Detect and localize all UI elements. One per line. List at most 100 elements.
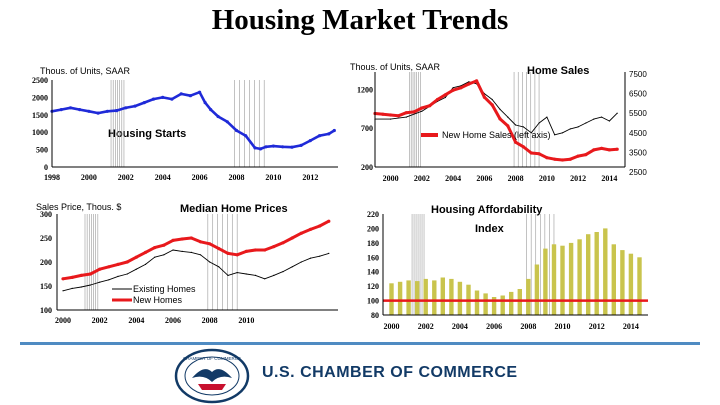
data-point [521, 145, 525, 149]
bar [611, 244, 616, 315]
data-point [134, 255, 138, 259]
series-line-red [62, 219, 330, 281]
series-line-black [62, 249, 329, 292]
x-tick-label: 2006 [192, 173, 208, 182]
x-tick-label: 2010 [555, 322, 571, 331]
bar [415, 281, 420, 315]
data-point [404, 111, 408, 115]
unit-label: Thous. of Units, SAAR [350, 62, 441, 72]
data-point [62, 290, 64, 292]
data-point [592, 148, 596, 152]
unit-label: Sales Price, Thous. $ [36, 202, 121, 212]
y-tick-label: 80 [371, 311, 379, 320]
data-point [615, 147, 619, 151]
data-point [482, 95, 486, 99]
data-point [172, 249, 174, 251]
data-point [125, 260, 129, 264]
bar [517, 289, 522, 315]
data-point [170, 97, 174, 101]
bar [440, 277, 445, 315]
data-point [475, 79, 479, 83]
data-point [144, 263, 147, 265]
data-point [198, 240, 203, 244]
data-point [498, 117, 502, 121]
data-point [299, 231, 303, 235]
x-tick-label: 2008 [202, 316, 218, 325]
data-point [143, 250, 148, 254]
data-point [318, 224, 322, 228]
x-tick-label: 2006 [476, 174, 492, 183]
data-point [68, 106, 73, 110]
x-tick-label: 2014 [623, 322, 639, 331]
y-tick-label: 3500 [629, 148, 647, 157]
x-tick-label: 2002 [92, 316, 108, 325]
data-point [78, 108, 82, 112]
data-point [163, 254, 165, 256]
series-line-black [375, 81, 618, 136]
chamber-seal-logo: CHAMBER OF COMMERCE [174, 348, 250, 404]
bar [603, 228, 608, 315]
y-tick-label: 120 [367, 282, 379, 291]
data-point [235, 253, 239, 257]
data-point [308, 139, 312, 143]
x-tick-label: 2002 [418, 322, 434, 331]
data-point [560, 158, 565, 162]
unit-label: Thous. of Units, SAAR [40, 66, 131, 76]
x-tick-label: 2010 [238, 316, 254, 325]
bar [397, 281, 403, 315]
bar [637, 257, 642, 315]
data-point [161, 95, 165, 99]
bar [483, 293, 488, 315]
bar [491, 297, 497, 315]
data-point [59, 108, 63, 112]
data-point [208, 242, 212, 246]
data-point [179, 92, 183, 96]
data-point [227, 274, 229, 276]
series-line-blue [51, 90, 335, 151]
data-point [253, 248, 258, 252]
x-tick-label: 2000 [383, 174, 399, 183]
bar [449, 278, 454, 315]
data-point [529, 151, 533, 155]
chart-home-sales: Thous. of Units, SAAR Home Sales 200 700 1… [350, 62, 647, 183]
y-tick-label: 500 [36, 146, 48, 155]
data-point [209, 108, 213, 112]
data-point [281, 241, 285, 245]
bar [586, 234, 591, 315]
bar [551, 244, 557, 315]
data-point [412, 110, 416, 114]
data-point [530, 132, 532, 134]
x-tick-label: 2000 [81, 173, 97, 182]
data-point [126, 273, 128, 275]
y-tick-label: 1200 [357, 85, 373, 94]
annotation-housing-starts: Housing Starts [108, 128, 186, 140]
bar [500, 295, 505, 315]
data-point [99, 281, 101, 283]
data-point [236, 272, 238, 274]
data-point [290, 145, 294, 149]
data-point [96, 111, 100, 115]
data-point [154, 256, 156, 258]
recession-shading [110, 80, 265, 167]
x-tick-label: 2006 [486, 322, 502, 331]
data-point [258, 147, 263, 151]
x-tick-label: 2014 [601, 174, 617, 183]
data-point [218, 266, 220, 268]
bar [577, 239, 582, 316]
y-tick-label: 4500 [629, 129, 647, 138]
x-tick-label: 2004 [155, 173, 171, 182]
data-point [290, 236, 294, 240]
data-point [584, 153, 588, 157]
data-point [61, 277, 65, 281]
y-tick-label: 2000 [32, 93, 48, 102]
bar [526, 278, 531, 315]
data-point [317, 134, 322, 138]
data-point [467, 82, 471, 86]
x-tick-label: 1998 [44, 173, 60, 182]
data-point [190, 251, 192, 253]
data-point [319, 255, 321, 257]
bar [474, 290, 480, 315]
data-point [300, 261, 302, 263]
data-point [124, 106, 128, 110]
bar [568, 242, 574, 315]
